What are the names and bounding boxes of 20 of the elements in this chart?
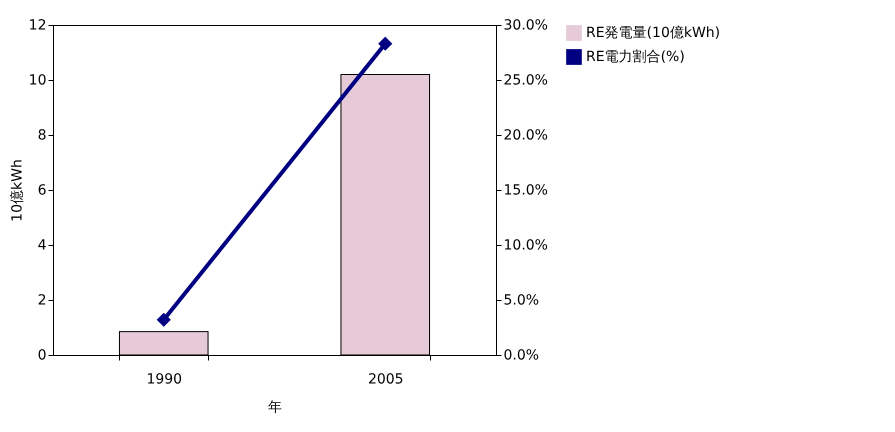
legend-label: RE電力割合(%) — [586, 49, 685, 65]
y-tick-label: 6 — [38, 182, 47, 198]
y2-tick-label: 15.0% — [504, 182, 548, 198]
y2-tick-label: 10.0% — [504, 238, 548, 254]
y2-tick-label: 25.0% — [504, 72, 548, 88]
legend-label: RE発電量(10億kWh) — [586, 25, 720, 41]
y-tick-label: 8 — [38, 128, 46, 144]
y2-tick-label: 5.0% — [504, 292, 540, 308]
y-tick-label: 12 — [28, 18, 46, 34]
y-tick-label: 2 — [38, 292, 46, 308]
y2-tick-label: 20.0% — [504, 128, 548, 144]
x-tick-label: 1990 — [146, 372, 182, 388]
y-tick-label: 10 — [28, 72, 46, 88]
y-tick-label: 0 — [38, 348, 46, 364]
x-tick-label: 2005 — [368, 372, 404, 388]
y-tick-label: 4 — [38, 238, 47, 254]
y2-tick-label: 0.0% — [504, 348, 540, 364]
x-axis-title: 年 — [268, 400, 282, 416]
y2-tick-label: 30.0% — [504, 18, 548, 34]
y-axis-title: 10億kWh — [10, 159, 26, 222]
